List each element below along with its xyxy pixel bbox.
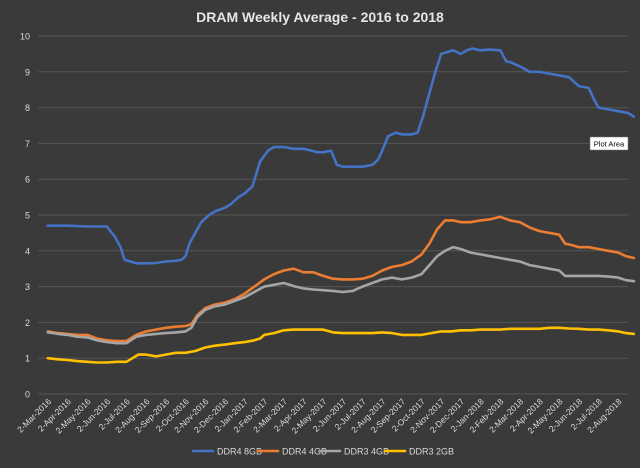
y-tick-label: 10	[20, 32, 30, 42]
chart-title: DRAM Weekly Average - 2016 to 2018	[196, 9, 444, 25]
y-tick-label: 8	[25, 103, 30, 113]
y-tick-label: 4	[25, 246, 30, 256]
tooltip-text: Plot Area	[594, 140, 625, 149]
series-line-ddr4-8gb	[46, 47, 636, 265]
y-tick-label: 1	[25, 354, 30, 364]
y-tick-label: 6	[25, 175, 30, 185]
legend-label: DDR3 2GB	[409, 447, 454, 457]
y-tick-label: 0	[25, 390, 30, 400]
legend-item: DDR4 8GB	[191, 447, 262, 457]
legend: DDR4 8GB DDR4 4GB DDR3 4GB DDR3 2GB	[191, 447, 454, 457]
x-axis-ticks: 2-Mar-20162-Apr-20162-May-20162-Jun-2016…	[15, 396, 624, 435]
y-tick-label: 7	[25, 139, 30, 149]
legend-label: DDR3 4GB	[344, 447, 389, 457]
series-lines	[46, 47, 636, 364]
y-tick-label: 9	[25, 67, 30, 77]
legend-item: DDR3 4GB	[318, 447, 389, 457]
legend-label: DDR4 8GB	[217, 447, 262, 457]
y-tick-label: 3	[25, 282, 30, 292]
series-line-ddr3-4gb	[46, 245, 636, 345]
legend-label: DDR4 4GB	[282, 447, 327, 457]
series-line-ddr4-4gb	[46, 215, 636, 343]
tooltip-box	[589, 136, 629, 151]
series-line-ddr3-2gb	[46, 326, 636, 364]
y-axis-ticks: 0 1 2 3 4 5 6 7 8 9 10	[20, 32, 30, 400]
y-tick-label: 5	[25, 211, 30, 221]
legend-item: DDR4 4GB	[256, 447, 327, 457]
legend-item: DDR3 2GB	[383, 447, 454, 457]
y-tick-label: 2	[25, 318, 30, 328]
plot-area-tooltip: Plot Area	[589, 136, 629, 151]
